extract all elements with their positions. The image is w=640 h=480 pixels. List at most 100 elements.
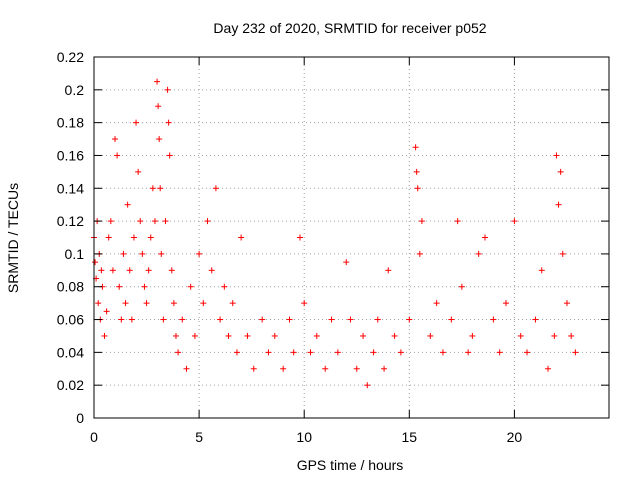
data-point (416, 250, 423, 257)
y-axis-label: SRMTID / TECUs (5, 183, 21, 293)
data-point (107, 218, 114, 225)
data-point (572, 349, 579, 356)
data-point (391, 332, 398, 339)
data-points (91, 78, 579, 389)
data-point (118, 316, 125, 323)
data-point (238, 234, 245, 241)
y-tick-label: 0.18 (57, 115, 84, 131)
y-tick-label: 0.1 (65, 246, 85, 262)
x-tick-label: 15 (402, 429, 418, 445)
data-point (418, 218, 425, 225)
data-point (364, 382, 371, 389)
data-point (151, 218, 158, 225)
data-point (208, 267, 215, 274)
data-point (229, 300, 236, 307)
data-point (170, 300, 177, 307)
data-point (225, 332, 232, 339)
y-tick-label: 0.2 (65, 82, 85, 98)
data-point (155, 103, 162, 110)
x-tick-label: 0 (90, 429, 98, 445)
y-tick-label: 0 (76, 410, 84, 426)
data-point (221, 283, 228, 290)
data-point (538, 267, 545, 274)
data-point (98, 267, 105, 274)
data-point (103, 308, 110, 315)
data-point (175, 349, 182, 356)
x-tick-label: 10 (296, 429, 312, 445)
data-point (120, 250, 127, 257)
data-point (414, 185, 421, 192)
data-point (233, 349, 240, 356)
data-point (280, 365, 287, 372)
data-point (172, 332, 179, 339)
data-point (217, 316, 224, 323)
data-point (458, 283, 465, 290)
data-point (503, 300, 509, 307)
data-point (162, 218, 169, 225)
y-tick-label: 0.14 (57, 180, 84, 196)
data-point (439, 349, 446, 356)
data-point (160, 316, 167, 323)
data-point (532, 316, 539, 323)
x-axis-ticks: 0 5 10 15 20 (90, 57, 522, 445)
y-tick-label: 0.16 (57, 147, 84, 163)
data-point (92, 259, 99, 266)
data-point (112, 136, 119, 143)
data-point (187, 283, 194, 290)
data-point (154, 78, 161, 85)
data-point (301, 300, 308, 307)
data-point (511, 218, 518, 225)
data-point (143, 300, 150, 307)
data-point (555, 201, 562, 208)
data-point (179, 316, 186, 323)
data-point (313, 332, 320, 339)
data-point (164, 86, 171, 93)
data-point (374, 316, 381, 323)
data-point (271, 332, 278, 339)
data-point (141, 283, 148, 290)
data-point (128, 316, 135, 323)
data-point (551, 332, 558, 339)
data-point (563, 300, 570, 307)
data-point (553, 152, 560, 159)
data-point (200, 300, 207, 307)
y-tick-label: 0.02 (57, 377, 84, 393)
data-point (250, 365, 257, 372)
data-point (212, 185, 219, 192)
plot-frame (93, 56, 610, 419)
data-point (137, 218, 144, 225)
data-point (496, 349, 503, 356)
x-tick-label: 20 (507, 429, 523, 445)
data-point (307, 349, 314, 356)
data-point (165, 119, 172, 126)
data-point (347, 316, 354, 323)
data-point (130, 234, 137, 241)
data-point (322, 365, 329, 372)
data-point (158, 250, 165, 257)
data-point (557, 168, 564, 175)
data-point (244, 332, 251, 339)
data-point (133, 119, 140, 126)
data-point (370, 349, 377, 356)
data-point (490, 316, 497, 323)
y-tick-label: 0.08 (57, 279, 84, 295)
y-tick-label: 0.06 (57, 312, 84, 328)
data-point (135, 168, 142, 175)
y-tick-label: 0.12 (57, 213, 84, 229)
data-point (286, 316, 293, 323)
data-point (475, 250, 482, 257)
data-point (290, 349, 297, 356)
data-point (454, 218, 461, 225)
data-point (427, 332, 434, 339)
data-point (168, 267, 175, 274)
data-point (116, 283, 123, 290)
data-point (353, 365, 360, 372)
data-point (406, 316, 413, 323)
x-axis-label: GPS time / hours (297, 457, 404, 473)
data-point (114, 152, 121, 159)
data-point (545, 365, 552, 372)
data-point (95, 300, 102, 307)
data-point (448, 316, 455, 323)
grid-lines (94, 57, 609, 418)
